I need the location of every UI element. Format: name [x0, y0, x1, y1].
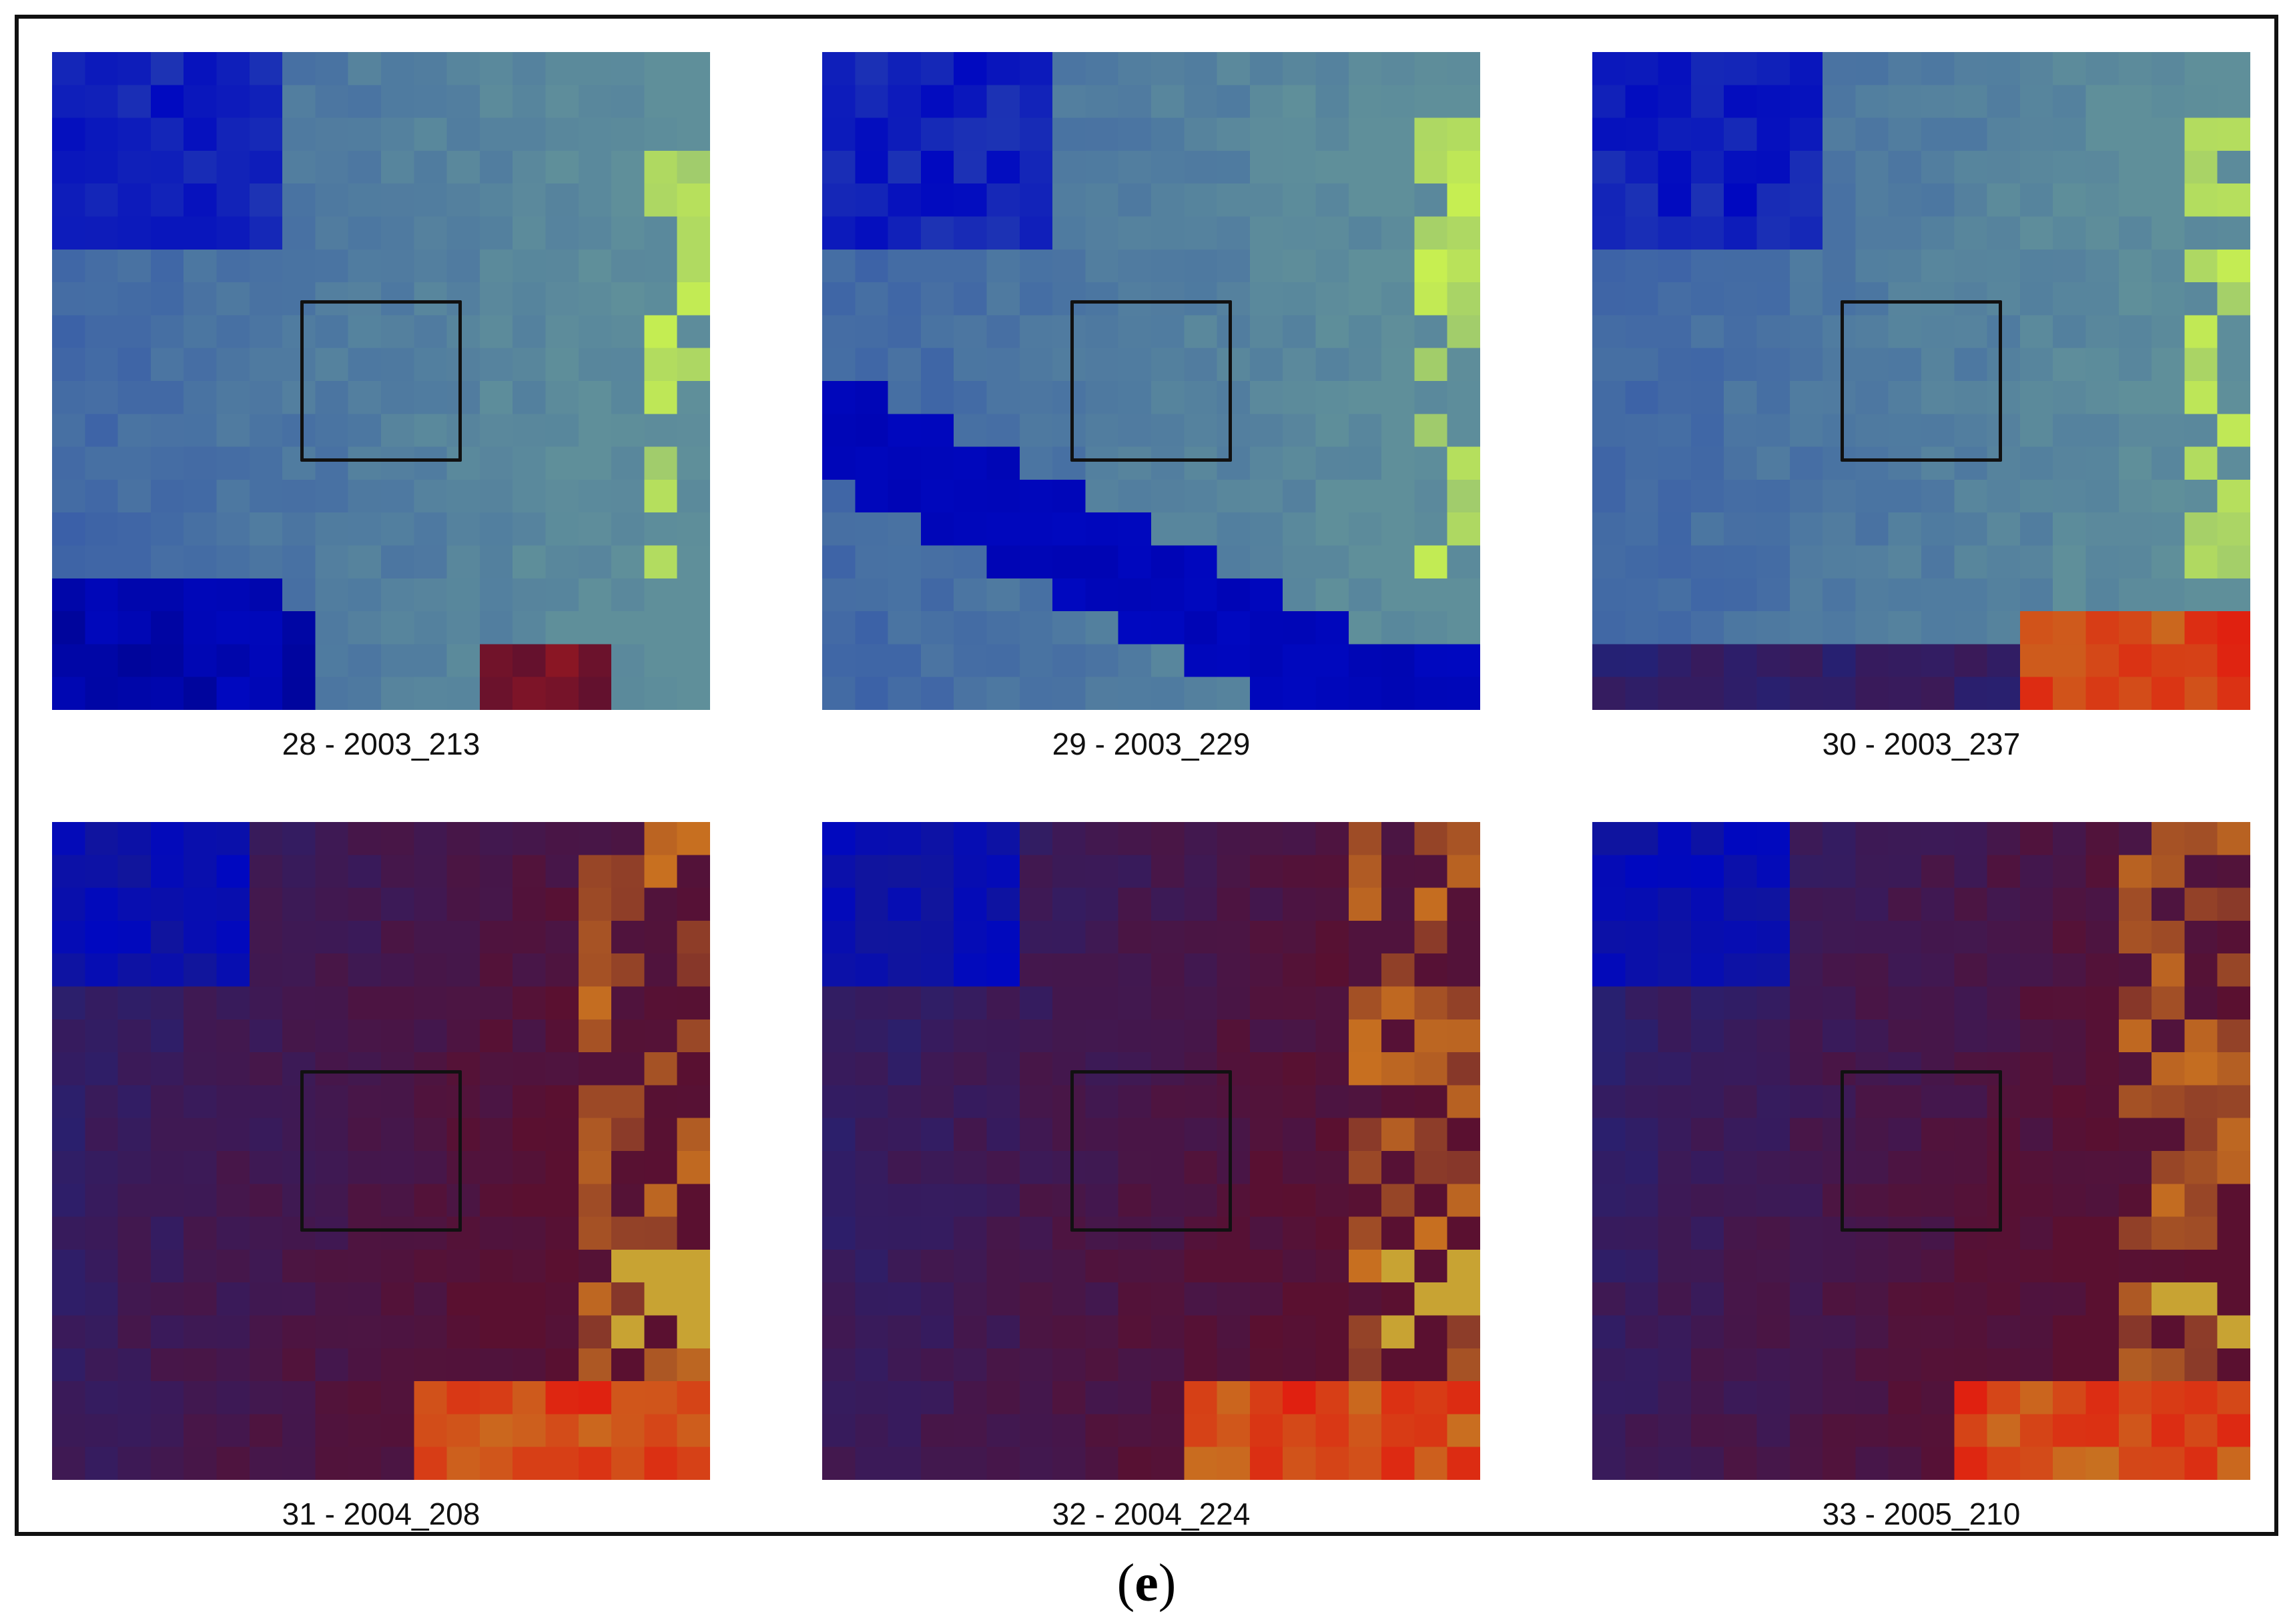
satellite-thumbnail: [52, 52, 710, 710]
satellite-thumbnail: [822, 52, 1480, 710]
roi-box: [300, 300, 462, 462]
tile-caption: 32 - 2004_224: [1052, 1497, 1251, 1531]
roi-box: [300, 1070, 462, 1232]
image-tile-30[interactable]: 30 - 2003_237: [1592, 52, 2250, 761]
roi-box: [1070, 1070, 1232, 1232]
tile-caption: 30 - 2003_237: [1822, 727, 2021, 761]
satellite-thumbnail: [1592, 822, 2250, 1480]
image-tile-29[interactable]: 29 - 2003_229: [822, 52, 1480, 761]
image-tile-33[interactable]: 33 - 2005_210: [1592, 822, 2250, 1531]
satellite-thumbnail: [1592, 52, 2250, 710]
figure-frame: 28 - 2003_213 29 - 2003_229 30 - 2003_23…: [15, 15, 2278, 1536]
tile-caption: 29 - 2003_229: [1052, 727, 1251, 761]
panel-letter: e: [1134, 1554, 1159, 1613]
image-tile-32[interactable]: 32 - 2004_224: [822, 822, 1480, 1531]
panel-label: (e): [1116, 1554, 1177, 1613]
roi-box: [1841, 1070, 2002, 1232]
satellite-thumbnail: [52, 822, 710, 1480]
image-tile-31[interactable]: 31 - 2004_208: [52, 822, 710, 1531]
tile-caption: 31 - 2004_208: [282, 1497, 480, 1531]
tile-caption: 28 - 2003_213: [282, 727, 480, 761]
tile-caption: 33 - 2005_210: [1822, 1497, 2021, 1531]
image-tile-28[interactable]: 28 - 2003_213: [52, 52, 710, 761]
satellite-thumbnail: [822, 822, 1480, 1480]
roi-box: [1070, 300, 1232, 462]
roi-box: [1841, 300, 2002, 462]
